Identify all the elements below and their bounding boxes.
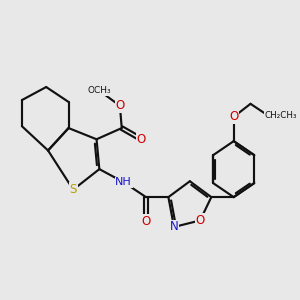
Text: O: O bbox=[141, 215, 151, 228]
Text: O: O bbox=[137, 133, 146, 146]
Text: S: S bbox=[70, 183, 77, 196]
Text: O: O bbox=[229, 110, 238, 123]
Text: O: O bbox=[115, 99, 124, 112]
Text: N: N bbox=[169, 220, 178, 233]
Text: O: O bbox=[196, 214, 205, 227]
Text: CH₂CH₃: CH₂CH₃ bbox=[264, 110, 297, 119]
Text: NH: NH bbox=[115, 177, 132, 187]
Text: OCH₃: OCH₃ bbox=[88, 86, 111, 95]
